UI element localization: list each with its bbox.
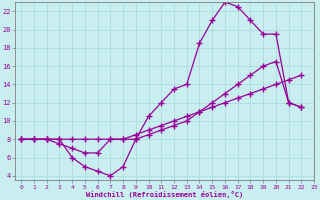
X-axis label: Windchill (Refroidissement éolien,°C): Windchill (Refroidissement éolien,°C) bbox=[86, 191, 243, 198]
